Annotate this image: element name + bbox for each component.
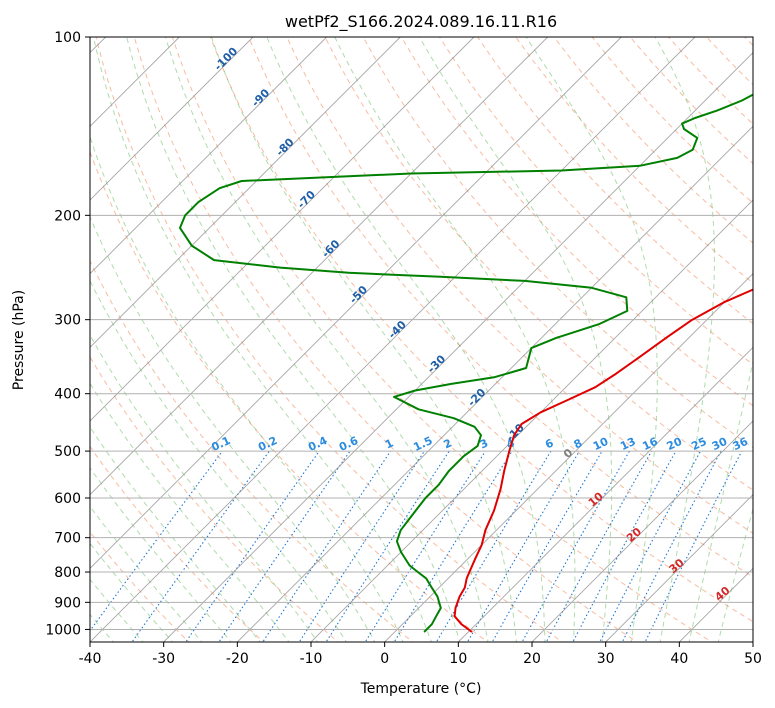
mixing-ratio-label: 30 <box>710 435 730 453</box>
y-tick-label: 200 <box>54 208 81 224</box>
y-tick-label: 700 <box>54 531 81 547</box>
x-tick-label: 40 <box>670 651 688 667</box>
isotherm-line <box>531 420 753 642</box>
isotherm-line <box>90 37 327 275</box>
mixing-ratio-line <box>90 450 223 632</box>
isotherm-line <box>90 37 696 642</box>
mixing-ratio-line <box>393 450 513 642</box>
isotherm-line <box>310 199 753 642</box>
y-tick-label: 500 <box>54 444 81 460</box>
mixing-ratio-line <box>599 450 701 642</box>
x-tick-label: -10 <box>300 651 323 667</box>
moist-adiabat-line <box>90 279 347 642</box>
mixing-ratio-line <box>325 450 450 642</box>
y-tick-label: 400 <box>54 387 81 403</box>
y-axis-ticks: 1000 900 800 700 600 500 400 300 200 100 <box>45 30 90 638</box>
x-axis-ticks: -40 -30 -20 -10 0 10 20 30 40 50 <box>79 642 762 667</box>
mixing-ratio-line <box>466 450 580 642</box>
dry-adiabat-line <box>90 150 489 642</box>
mixing-ratio-line <box>131 450 270 642</box>
temperature-profile-line <box>453 288 753 633</box>
moist-adiabat-line <box>418 37 613 642</box>
x-tick-label: 0 <box>380 651 389 667</box>
isotherm-line <box>90 37 622 569</box>
isotherm-line <box>605 494 753 642</box>
mixing-ratio-line <box>621 450 722 642</box>
background-lines <box>90 37 753 642</box>
mixing-ratio-label: 10 <box>591 435 611 453</box>
x-tick-label: -30 <box>152 651 175 667</box>
mixing-ratio-line <box>218 450 351 642</box>
dry-adiabat-line <box>477 37 753 325</box>
x-axis-label: Temperature (°C) <box>360 681 482 697</box>
mixing-ratio-line <box>262 450 392 642</box>
isotherm-line <box>384 273 753 642</box>
mixing-ratio-line <box>572 450 677 642</box>
dry-adiabat-line <box>324 37 753 491</box>
y-axis-label: Pressure (hPa) <box>11 290 27 390</box>
isotherm-line <box>90 37 475 422</box>
profile-series <box>179 93 753 633</box>
y-tick-label: 600 <box>54 491 81 507</box>
isotherm-line <box>90 37 254 201</box>
y-tick-label: 800 <box>54 565 81 581</box>
moist-adiabat-line <box>90 334 319 642</box>
x-tick-label: -40 <box>79 651 102 667</box>
y-tick-label: 1000 <box>45 622 81 638</box>
dry-adiabat-line <box>210 37 753 623</box>
isotherm-line <box>163 52 753 642</box>
isotherm-line <box>90 37 401 348</box>
mixing-ratio-line <box>298 450 425 642</box>
mixing-ratio-label: 36 <box>731 435 751 453</box>
moist-adiabat-line <box>334 37 576 642</box>
moist-adiabat-line <box>211 37 518 642</box>
x-tick-label: 20 <box>523 651 541 667</box>
moist-adiabat-line <box>90 382 290 642</box>
mixing-ratio-label: 13 <box>618 435 637 453</box>
plot-frame <box>89 36 754 643</box>
moist-adiabat-line <box>266 37 546 642</box>
mixing-ratio-line <box>364 450 486 642</box>
y-tick-label: 300 <box>54 313 81 329</box>
moist-adiabat-line <box>654 37 715 642</box>
x-tick-label: 50 <box>744 651 762 667</box>
x-tick-label: -20 <box>226 651 249 667</box>
dry-adiabat-line <box>95 37 564 642</box>
dewpoint-profile-line <box>179 93 753 633</box>
x-tick-label: 10 <box>449 651 467 667</box>
mixing-ratio-label: 20 <box>665 435 685 453</box>
isotherm-line <box>458 346 753 642</box>
isotherm-line <box>237 125 753 642</box>
moist-adiabat-line <box>525 37 658 642</box>
x-tick-label: 30 <box>597 651 615 667</box>
isotherm-line <box>90 37 548 496</box>
chart-title: wetPf2_S166.2024.089.16.11.R16 <box>285 12 557 32</box>
y-tick-label: 100 <box>54 30 81 46</box>
y-tick-label: 900 <box>54 595 81 611</box>
mixing-ratio-label: 25 <box>689 435 708 453</box>
mixing-ratio-label: 16 <box>640 435 660 453</box>
mixing-ratio-line <box>185 450 320 642</box>
